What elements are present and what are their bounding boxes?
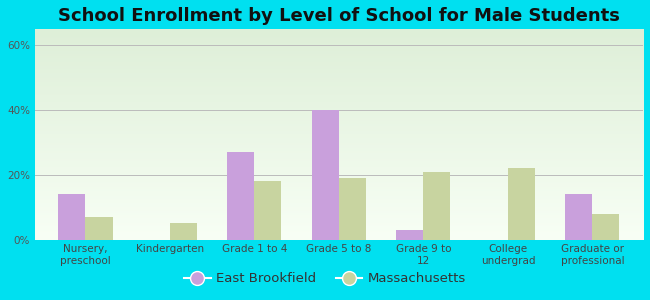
Bar xyxy=(592,214,619,240)
Bar xyxy=(58,194,86,240)
Bar xyxy=(254,182,281,240)
Bar xyxy=(566,194,592,240)
Bar xyxy=(86,217,112,240)
Title: School Enrollment by Level of School for Male Students: School Enrollment by Level of School for… xyxy=(58,7,620,25)
Bar xyxy=(423,172,450,240)
Bar xyxy=(396,230,423,240)
Bar xyxy=(170,224,197,240)
Bar xyxy=(508,168,535,240)
Bar xyxy=(312,110,339,240)
Bar xyxy=(227,152,254,240)
Legend: East Brookfield, Massachusetts: East Brookfield, Massachusetts xyxy=(179,267,471,290)
Bar xyxy=(339,178,366,240)
